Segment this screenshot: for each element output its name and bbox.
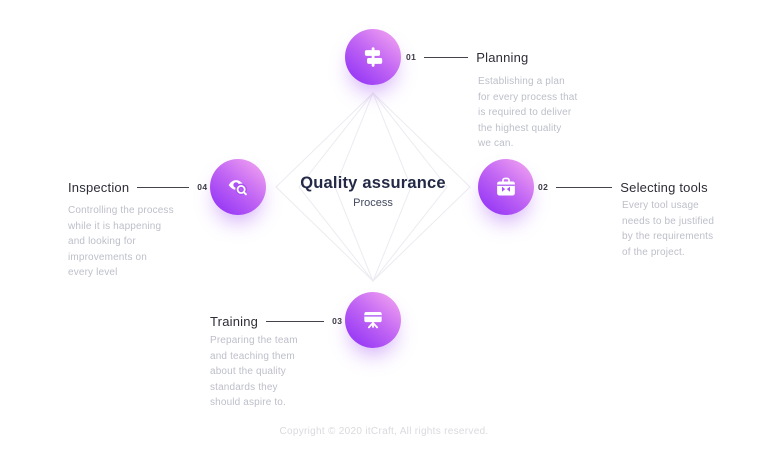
step-number: 02 bbox=[538, 182, 549, 192]
selecting-tools-meta-row: 02 Selecting tools bbox=[538, 178, 708, 196]
center-title-block: Quality assurance Process bbox=[273, 174, 473, 209]
inspection-meta-row: Inspection 04 bbox=[68, 178, 208, 196]
planning-description: Establishing a plan for every process th… bbox=[478, 76, 578, 149]
inspection-icon-badge bbox=[210, 159, 266, 215]
selecting-tools-description: Every tool usage needs to be justified b… bbox=[622, 200, 715, 258]
planning-icon-badge bbox=[345, 29, 401, 85]
step-title: Inspection bbox=[68, 179, 130, 195]
step-title: Planning bbox=[476, 49, 529, 65]
connector-line bbox=[266, 320, 325, 322]
inspection-description: Controlling the process while it is happ… bbox=[68, 205, 174, 278]
training-icon-badge bbox=[345, 292, 401, 348]
step-number: 04 bbox=[197, 182, 208, 192]
step-number: 01 bbox=[406, 52, 417, 62]
eye-magnifier-icon bbox=[228, 180, 247, 196]
copyright-notice: Copyright © 2020 itCraft, All rights res… bbox=[279, 426, 489, 437]
planning-meta-row: 01 Planning bbox=[406, 48, 528, 66]
diagram-subtitle: Process bbox=[353, 197, 393, 209]
toolbox-icon bbox=[497, 177, 515, 196]
step-number: 03 bbox=[332, 316, 343, 326]
diagram-title: Quality assurance bbox=[300, 174, 446, 192]
step-title: Selecting tools bbox=[620, 179, 708, 195]
selecting-tools-icon-badge bbox=[478, 159, 534, 215]
connector-line bbox=[424, 56, 469, 58]
presentation-board-icon bbox=[364, 311, 382, 329]
training-description: Preparing the team and teaching them abo… bbox=[210, 335, 298, 408]
step-title: Training bbox=[210, 313, 259, 329]
connector-line bbox=[137, 186, 190, 188]
training-meta-row: Training 03 bbox=[210, 312, 342, 330]
signpost-icon bbox=[364, 47, 383, 67]
connector-line bbox=[556, 186, 613, 188]
